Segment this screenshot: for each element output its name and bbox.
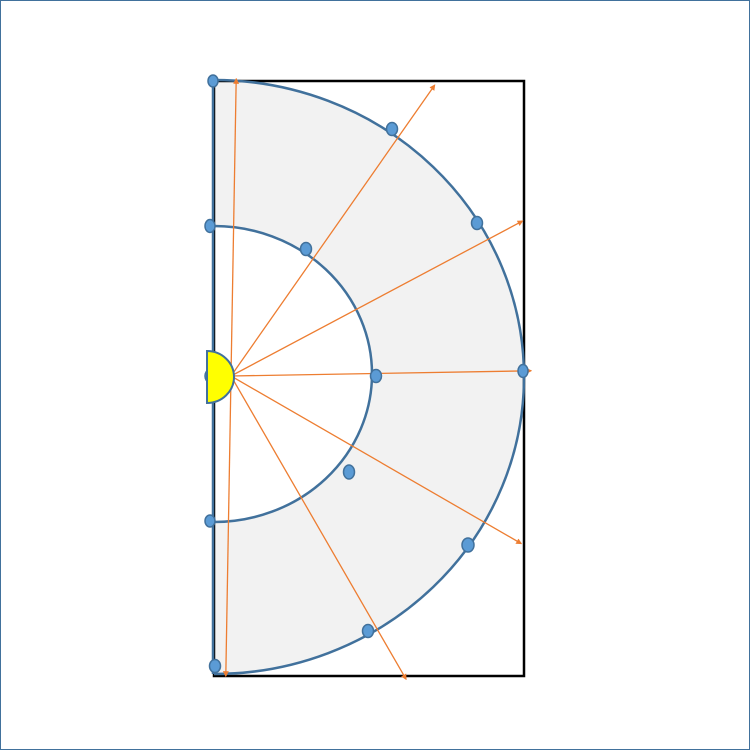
ray-lower-right-steep	[230, 375, 407, 681]
outer-half-annulus	[214, 80, 524, 674]
point-inner-upper	[299, 241, 313, 257]
points-group	[204, 74, 529, 674]
point-inner-right	[369, 368, 383, 384]
point-outer-bottom	[208, 658, 222, 674]
light-source	[206, 349, 235, 405]
ray-up	[230, 77, 240, 377]
point-outer-lower-right	[461, 537, 475, 553]
point-outer-top	[207, 74, 219, 88]
point-outer-upper-right	[470, 215, 484, 231]
point-inner-lower	[342, 464, 356, 480]
point-inner-top	[204, 218, 216, 234]
point-outer-right	[517, 363, 529, 379]
point-outer-upper	[385, 121, 399, 137]
ray-upper-right-shallow	[230, 220, 524, 377]
ray-upper-right-steep	[230, 84, 436, 377]
rays-group	[222, 77, 533, 681]
ray-down	[222, 375, 232, 678]
point-outer-lower	[361, 623, 375, 639]
ray-lower-right-shallow	[230, 375, 523, 545]
point-inner-bottom	[204, 514, 216, 528]
